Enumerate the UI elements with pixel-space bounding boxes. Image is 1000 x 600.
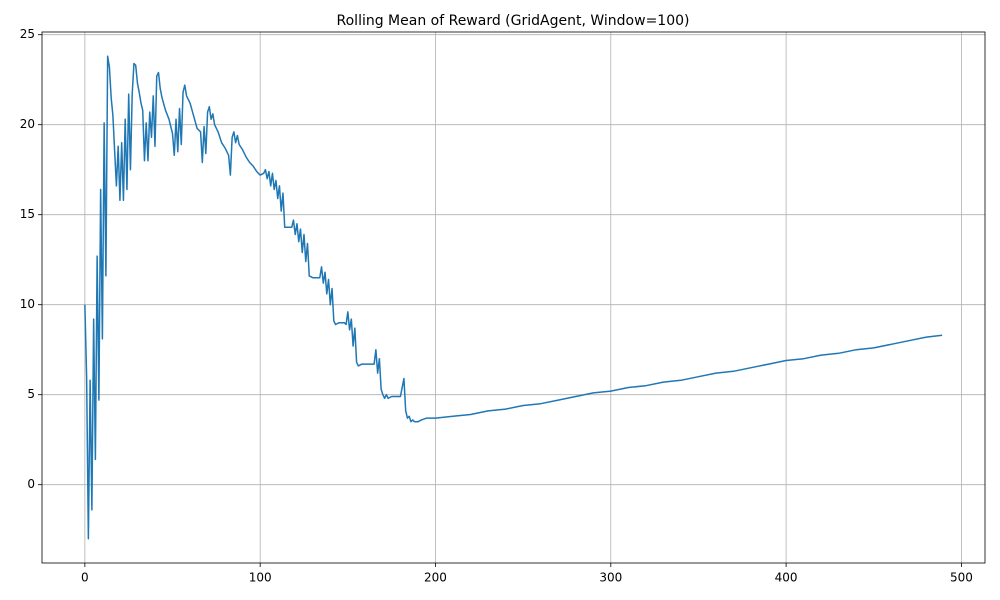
y-tick-label: 10: [20, 297, 35, 311]
x-tick-label: 0: [81, 571, 89, 585]
y-tick-label: 0: [27, 477, 35, 491]
y-tick-label: 15: [20, 207, 35, 221]
plot-frame: [41, 31, 986, 564]
x-tick-label: 400: [775, 571, 798, 585]
x-tick-label: 100: [249, 571, 272, 585]
x-tick-label: 200: [424, 571, 447, 585]
chart-title: Rolling Mean of Reward (GridAgent, Windo…: [337, 13, 690, 29]
y-tick-label: 20: [20, 117, 35, 131]
data-line: [84, 55, 943, 540]
x-tick-label: 500: [950, 571, 973, 585]
y-tick-label: 5: [27, 387, 35, 401]
y-tick-label: 25: [20, 27, 35, 41]
x-tick-label: 300: [599, 571, 622, 585]
